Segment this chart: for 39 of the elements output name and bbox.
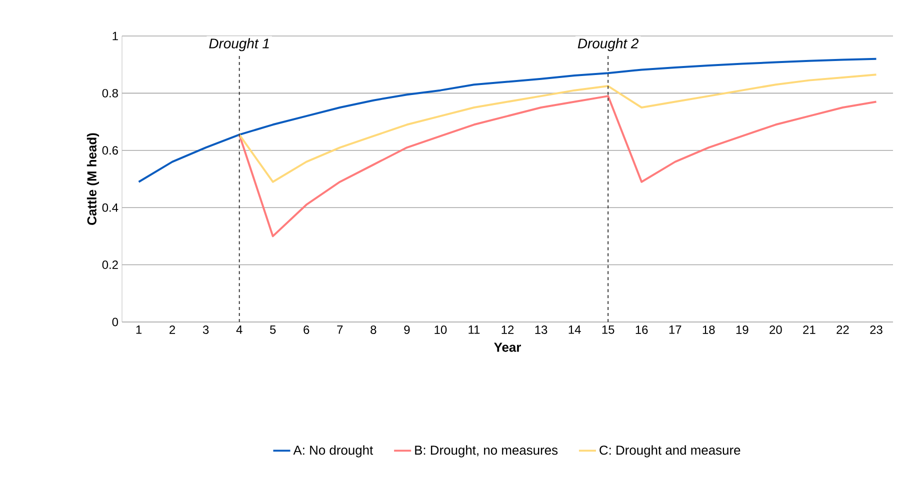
y-tick-label: 0.2 [102, 260, 118, 270]
x-tick-label: 12 [502, 326, 514, 334]
ref-line-label: Drought 2 [578, 38, 638, 52]
y-tick-label: 0.4 [102, 203, 118, 212]
y-tick-label: 1 [112, 32, 118, 40]
x-tick-label: 21 [803, 326, 816, 334]
x-tick-label: 5 [270, 326, 276, 334]
x-tick-label: 14 [568, 326, 581, 334]
y-tick-label: 0 [112, 318, 118, 326]
line-series [238, 95, 878, 238]
x-tick-label: 3 [202, 326, 209, 334]
y-tick-label: 0.8 [102, 88, 118, 98]
x-tick-label: 4 [236, 326, 242, 334]
x-tick-label: 23 [870, 326, 882, 334]
x-tick-label: 17 [669, 326, 682, 334]
x-tick-label: 22 [836, 326, 849, 334]
x-tick-label: 19 [736, 326, 748, 334]
legend-label: C: Drought and measure [600, 445, 740, 458]
ref-line-label: Drought 1 [209, 38, 269, 52]
x-tick-label: 1 [136, 326, 142, 334]
x-tick-label: 13 [535, 326, 548, 334]
x-tick-label: 11 [468, 326, 480, 334]
line-series [238, 74, 878, 183]
x-tick-label: 20 [770, 326, 782, 334]
legend-label: B: Drought, no measures [415, 445, 558, 458]
x-tick-label: 18 [702, 326, 715, 334]
x-tick-label: 16 [636, 326, 648, 334]
x-tick-label: 10 [434, 326, 447, 334]
x-tick-label: 2 [170, 326, 176, 334]
x-tick-label: 15 [602, 326, 614, 334]
x-tick-label: 7 [337, 326, 343, 334]
line-series [138, 58, 878, 183]
y-axis-title: Cattle (M head) [86, 133, 100, 225]
x-tick-label: 6 [304, 326, 310, 334]
x-tick-label: 8 [370, 326, 376, 334]
x-tick-label: 9 [404, 326, 410, 334]
legend-label: A: No drought [293, 445, 374, 458]
x-axis-title: Year [494, 342, 521, 352]
y-tick-label: 0.6 [102, 146, 118, 155]
